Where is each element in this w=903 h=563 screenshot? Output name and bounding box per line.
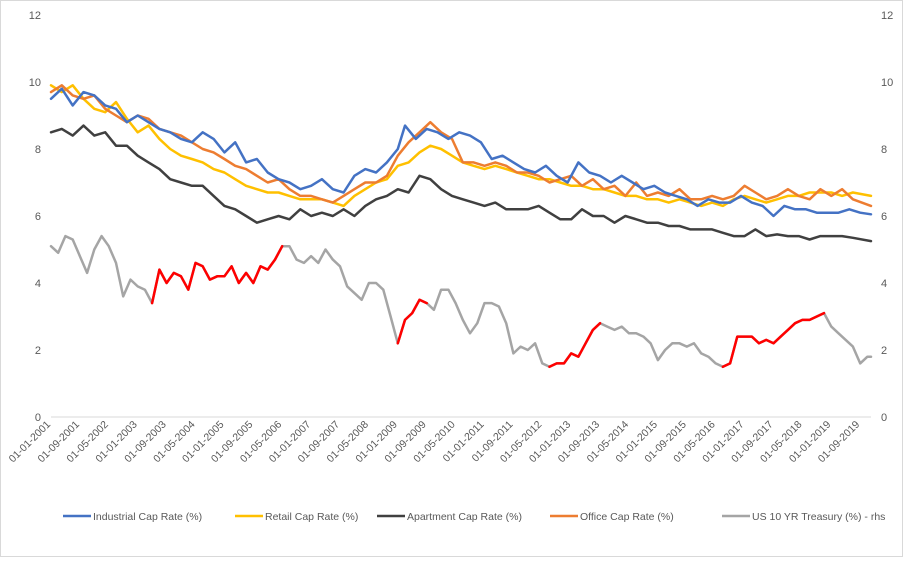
treasury-highlight-segment [721, 311, 826, 369]
y2-tick-label: 6 [881, 211, 887, 223]
y-tick-label: 4 [35, 278, 41, 290]
y2-tick-label: 10 [881, 77, 893, 89]
y2-tick-label: 4 [881, 278, 887, 290]
series-line-2 [49, 124, 873, 243]
y2-tick-label: 12 [881, 10, 893, 22]
series-line-0 [49, 87, 873, 218]
y2-tick-label: 0 [881, 412, 887, 424]
series-line-4 [49, 234, 873, 369]
legend-item: Retail Cap Rate (%) [235, 511, 358, 523]
y-tick-label: 0 [35, 412, 41, 424]
y-tick-label: 8 [35, 144, 41, 156]
y2-tick-label: 8 [881, 144, 887, 156]
y2-tick-label: 2 [881, 345, 887, 357]
legend-item: Industrial Cap Rate (%) [63, 511, 202, 523]
legend-item: Apartment Cap Rate (%) [377, 511, 522, 523]
treasury-highlight-segment [548, 321, 602, 369]
y-tick-label: 6 [35, 211, 41, 223]
legend-label: Office Cap Rate (%) [580, 511, 674, 523]
legend-label: Industrial Cap Rate (%) [93, 511, 202, 523]
legend-item: Office Cap Rate (%) [550, 511, 674, 523]
series-line-3 [49, 84, 873, 208]
y-tick-label: 10 [29, 77, 41, 89]
y-tick-label: 2 [35, 345, 41, 357]
axes-layer: 02468101202468101201-01-200101-09-200101… [7, 10, 894, 465]
treasury-highlight-segment [396, 298, 428, 345]
series-layer [49, 84, 873, 369]
legend-label: Apartment Cap Rate (%) [407, 511, 522, 523]
treasury-highlight-segment [150, 244, 284, 305]
y-tick-label: 12 [29, 10, 41, 22]
legend-label: US 10 YR Treasury (%) - rhs [752, 511, 885, 523]
legend-item: US 10 YR Treasury (%) - rhs [722, 511, 885, 523]
legend-label: Retail Cap Rate (%) [265, 511, 358, 523]
legend: Industrial Cap Rate (%) Retail Cap Rate (… [63, 511, 885, 523]
